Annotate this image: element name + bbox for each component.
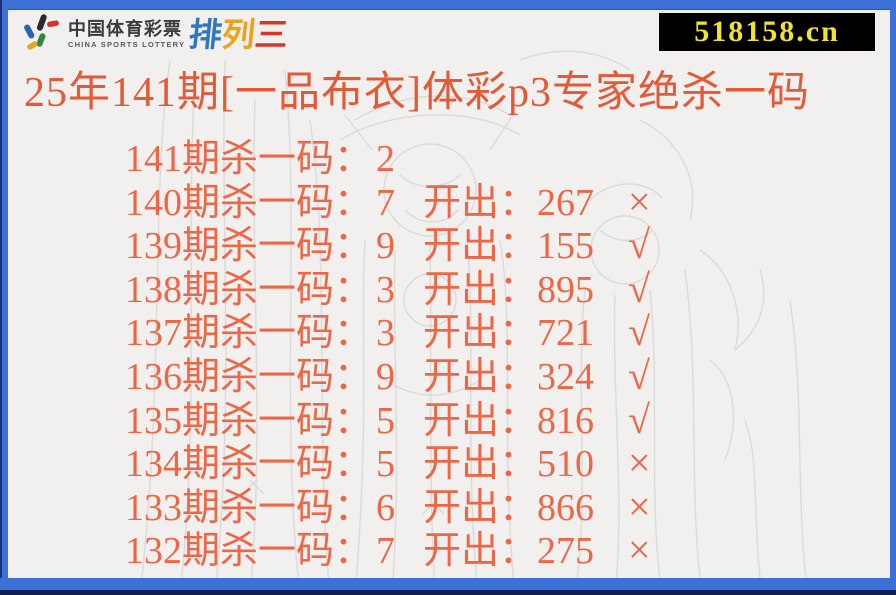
draw-result: 开出：324 (423, 355, 595, 398)
logo-text-block: 中国体育彩票 CHINA SPORTS LOTTERY (68, 20, 185, 49)
window-frame-accent-line (0, 10, 896, 12)
kill-number: 3 (376, 312, 396, 355)
kill-number: 7 (376, 530, 396, 573)
draw-result: 开出：510 (423, 443, 595, 486)
page-title: 25年141期[一品布衣]体彩p3专家绝杀一码 (24, 70, 810, 116)
prediction-row: 137期杀一码： 3 开出：721 √ (125, 310, 651, 354)
kill-number: 7 (376, 181, 396, 224)
china-sports-lottery-logo: 中国体育彩票 CHINA SPORTS LOTTERY 排 列 三 (24, 13, 291, 55)
kill-number: 2 (376, 138, 396, 180)
prediction-row: 132期杀一码： 7 开出：275 × (125, 528, 651, 572)
kill-number: 5 (376, 399, 396, 442)
game-name-pailie3: 排 列 三 (187, 15, 291, 53)
result-mark: √ (628, 396, 650, 442)
draw-result: 开出：267 (423, 181, 595, 224)
prediction-row: 140期杀一码： 7 开出：267 × (125, 178, 651, 224)
result-mark: × (628, 440, 651, 486)
window-frame-left (0, 0, 8, 595)
window-frame-bottom (0, 578, 896, 595)
draw-result: 开出：721 (423, 312, 595, 355)
draw-result: 开出：816 (423, 399, 595, 442)
prediction-row: 134期杀一码： 5 开出：510 × (125, 441, 651, 485)
period-kill-label: 135期杀一码： (125, 399, 373, 442)
kill-number: 9 (376, 225, 396, 268)
game-char-pai: 排 (187, 15, 225, 53)
prediction-row: 138期杀一码： 3 开出：895 √ (125, 265, 651, 311)
kill-number: 9 (376, 355, 396, 398)
draw-result: 开出：895 (423, 268, 595, 311)
period-kill-label: 139期杀一码： (125, 225, 373, 268)
prediction-row: 136期杀一码： 9 开出：324 √ (125, 354, 651, 398)
result-mark: × (628, 178, 651, 224)
result-mark: √ (628, 222, 650, 268)
result-mark: × (628, 483, 651, 529)
prediction-row: 135期杀一码： 5 开出：816 √ (125, 396, 651, 442)
kill-number: 3 (376, 268, 396, 311)
prediction-row: 141期杀一码： 2 (125, 136, 651, 180)
prediction-row: 133期杀一码： 6 开出：866 × (125, 483, 651, 529)
game-char-lie: 列 (220, 15, 258, 53)
period-kill-label: 136期杀一码： (125, 355, 373, 398)
result-mark: √ (628, 265, 650, 311)
draw-result: 开出：866 (423, 486, 595, 529)
kill-number: 5 (376, 443, 396, 486)
result-mark: √ (628, 309, 650, 355)
site-url-badge: 518158.cn (659, 13, 875, 51)
window-frame-right (890, 0, 896, 595)
draw-result: 开出：155 (423, 225, 595, 268)
prediction-list: 141期杀一码： 2 140期杀一码： 7 开出：267 × 139期杀一码： 9 开出：1… (125, 136, 651, 572)
period-kill-label: 134期杀一码： (125, 443, 373, 486)
period-kill-label: 138期杀一码： (125, 268, 373, 311)
result-mark: √ (628, 352, 650, 398)
draw-result: 开出：275 (423, 530, 595, 573)
prediction-row: 139期杀一码： 9 开出：155 √ (125, 223, 651, 267)
period-kill-label: 133期杀一码： (125, 486, 373, 529)
result-mark: × (628, 527, 651, 573)
sports-lottery-logo-icon (24, 14, 59, 50)
logo-name-en: CHINA SPORTS LOTTERY (68, 39, 186, 49)
period-kill-label: 140期杀一码： (125, 181, 373, 224)
period-kill-label: 141期杀一码： (125, 138, 373, 180)
logo-name-cn: 中国体育彩票 (68, 18, 182, 39)
period-kill-label: 132期杀一码： (125, 530, 373, 573)
game-char-san: 三 (253, 15, 291, 53)
kill-number: 6 (376, 486, 396, 529)
window-frame-top (0, 0, 896, 10)
period-kill-label: 137期杀一码： (125, 312, 373, 355)
